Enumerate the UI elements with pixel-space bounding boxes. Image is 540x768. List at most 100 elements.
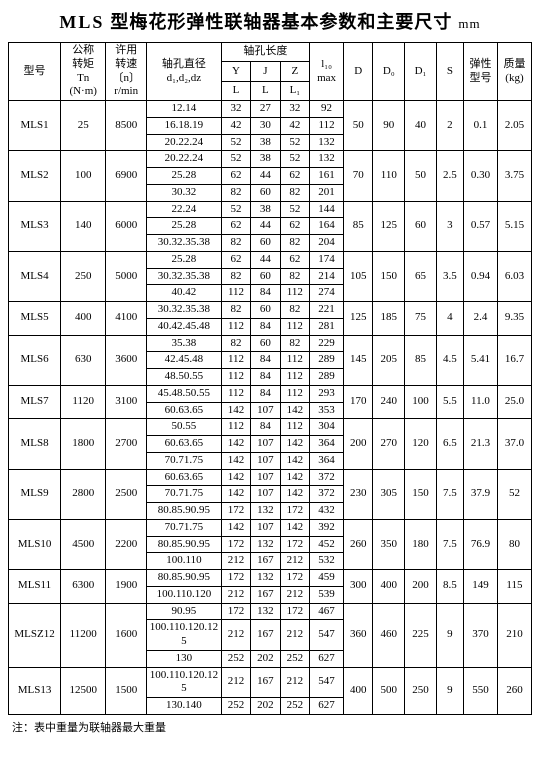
cell-l10: 144 bbox=[310, 201, 344, 218]
cell-J: 84 bbox=[251, 385, 280, 402]
cell-Y: 142 bbox=[221, 452, 250, 469]
cell-J: 60 bbox=[251, 184, 280, 201]
cell-l10: 364 bbox=[310, 452, 344, 469]
cell-d: 25.28 bbox=[147, 251, 222, 268]
cell-l10: 229 bbox=[310, 335, 344, 352]
cell-Y: 62 bbox=[221, 168, 250, 185]
cell-Z: 142 bbox=[280, 469, 309, 486]
cell-d: 70.71.75 bbox=[147, 486, 222, 503]
cell-S: 4 bbox=[436, 302, 463, 336]
cell-l10: 164 bbox=[310, 218, 344, 235]
cell-Do: 500 bbox=[373, 667, 405, 714]
cell-D: 70 bbox=[344, 151, 373, 201]
cell-rpm: 1500 bbox=[106, 667, 147, 714]
cell-model: MLS13 bbox=[9, 667, 61, 714]
cell-D1: 180 bbox=[405, 519, 437, 569]
cell-el: 37.9 bbox=[463, 469, 497, 519]
hdr-D: D bbox=[344, 43, 373, 101]
cell-l10: 364 bbox=[310, 436, 344, 453]
cell-Do: 205 bbox=[373, 335, 405, 385]
cell-D1: 60 bbox=[405, 201, 437, 251]
cell-l10: 452 bbox=[310, 536, 344, 553]
cell-Z: 112 bbox=[280, 318, 309, 335]
cell-J: 60 bbox=[251, 268, 280, 285]
cell-el: 0.94 bbox=[463, 251, 497, 301]
cell-Y: 62 bbox=[221, 218, 250, 235]
cell-d: 45.48.50.55 bbox=[147, 385, 222, 402]
table-row: MLS116300190080.85.90.951721321724593004… bbox=[9, 570, 532, 587]
cell-Y: 112 bbox=[221, 369, 250, 386]
cell-Do: 350 bbox=[373, 519, 405, 569]
cell-tn: 2800 bbox=[61, 469, 106, 519]
cell-d: 16.18.19 bbox=[147, 117, 222, 134]
hdr-rpm: 许用 转速 〔n〕 r/min bbox=[106, 43, 147, 101]
cell-l10: 459 bbox=[310, 570, 344, 587]
cell-D: 50 bbox=[344, 101, 373, 151]
cell-Z: 52 bbox=[280, 201, 309, 218]
cell-l10: 289 bbox=[310, 352, 344, 369]
cell-J: 132 bbox=[251, 570, 280, 587]
cell-J: 60 bbox=[251, 235, 280, 252]
cell-J: 107 bbox=[251, 469, 280, 486]
cell-J: 44 bbox=[251, 251, 280, 268]
cell-l10: 112 bbox=[310, 117, 344, 134]
cell-Y: 142 bbox=[221, 486, 250, 503]
cell-Y: 82 bbox=[221, 268, 250, 285]
cell-J: 84 bbox=[251, 369, 280, 386]
cell-Z: 142 bbox=[280, 402, 309, 419]
cell-d: 100.110.120 bbox=[147, 586, 222, 603]
cell-J: 27 bbox=[251, 101, 280, 118]
cell-Y: 112 bbox=[221, 318, 250, 335]
cell-kg: 5.15 bbox=[497, 201, 531, 251]
cell-l10: 132 bbox=[310, 134, 344, 151]
cell-d: 40.42 bbox=[147, 285, 222, 302]
cell-tn: 25 bbox=[61, 101, 106, 151]
cell-d: 22.24 bbox=[147, 201, 222, 218]
cell-model: MLS8 bbox=[9, 419, 61, 469]
cell-rpm: 2200 bbox=[106, 519, 147, 569]
page-title: MLS型梅花形弹性联轴器基本参数和主要尺寸mm bbox=[8, 8, 532, 34]
cell-d: 60.63.65 bbox=[147, 402, 222, 419]
cell-d: 70.71.75 bbox=[147, 452, 222, 469]
hdr-J: J bbox=[251, 62, 280, 81]
cell-Z: 82 bbox=[280, 268, 309, 285]
cell-Z: 62 bbox=[280, 218, 309, 235]
cell-Do: 305 bbox=[373, 469, 405, 519]
cell-model: MLSZ12 bbox=[9, 603, 61, 667]
cell-D: 360 bbox=[344, 603, 373, 667]
cell-l10: 174 bbox=[310, 251, 344, 268]
table-row: MLSZ1211200160090.9517213217246736046022… bbox=[9, 603, 532, 620]
cell-Z: 142 bbox=[280, 452, 309, 469]
cell-Y: 32 bbox=[221, 101, 250, 118]
cell-d: 70.71.75 bbox=[147, 519, 222, 536]
cell-l10: 289 bbox=[310, 369, 344, 386]
spec-table: 型号 公称 转矩 Tn (N·m) 许用 转速 〔n〕 r/min 轴孔直径 d… bbox=[8, 42, 532, 715]
cell-Y: 52 bbox=[221, 201, 250, 218]
cell-l10: 161 bbox=[310, 168, 344, 185]
cell-el: 370 bbox=[463, 603, 497, 667]
cell-l10: 274 bbox=[310, 285, 344, 302]
cell-Z: 52 bbox=[280, 151, 309, 168]
cell-d: 80.85.90.95 bbox=[147, 536, 222, 553]
cell-model: MLS3 bbox=[9, 201, 61, 251]
cell-D1: 100 bbox=[405, 385, 437, 419]
cell-Y: 82 bbox=[221, 335, 250, 352]
cell-rpm: 1900 bbox=[106, 570, 147, 604]
cell-Y: 112 bbox=[221, 285, 250, 302]
cell-J: 84 bbox=[251, 352, 280, 369]
cell-J: 167 bbox=[251, 553, 280, 570]
cell-J: 44 bbox=[251, 168, 280, 185]
cell-Z: 172 bbox=[280, 503, 309, 520]
hdr-L: L bbox=[251, 81, 280, 100]
cell-D: 260 bbox=[344, 519, 373, 569]
hdr-d: 轴孔直径 d₁,d₂,dz bbox=[147, 43, 222, 101]
cell-Y: 172 bbox=[221, 603, 250, 620]
cell-D: 145 bbox=[344, 335, 373, 385]
cell-Y: 82 bbox=[221, 184, 250, 201]
cell-Y: 172 bbox=[221, 503, 250, 520]
cell-Z: 212 bbox=[280, 667, 309, 698]
cell-kg: 3.75 bbox=[497, 151, 531, 201]
cell-kg: 6.03 bbox=[497, 251, 531, 301]
hdr-S: S bbox=[436, 43, 463, 101]
cell-Z: 42 bbox=[280, 117, 309, 134]
